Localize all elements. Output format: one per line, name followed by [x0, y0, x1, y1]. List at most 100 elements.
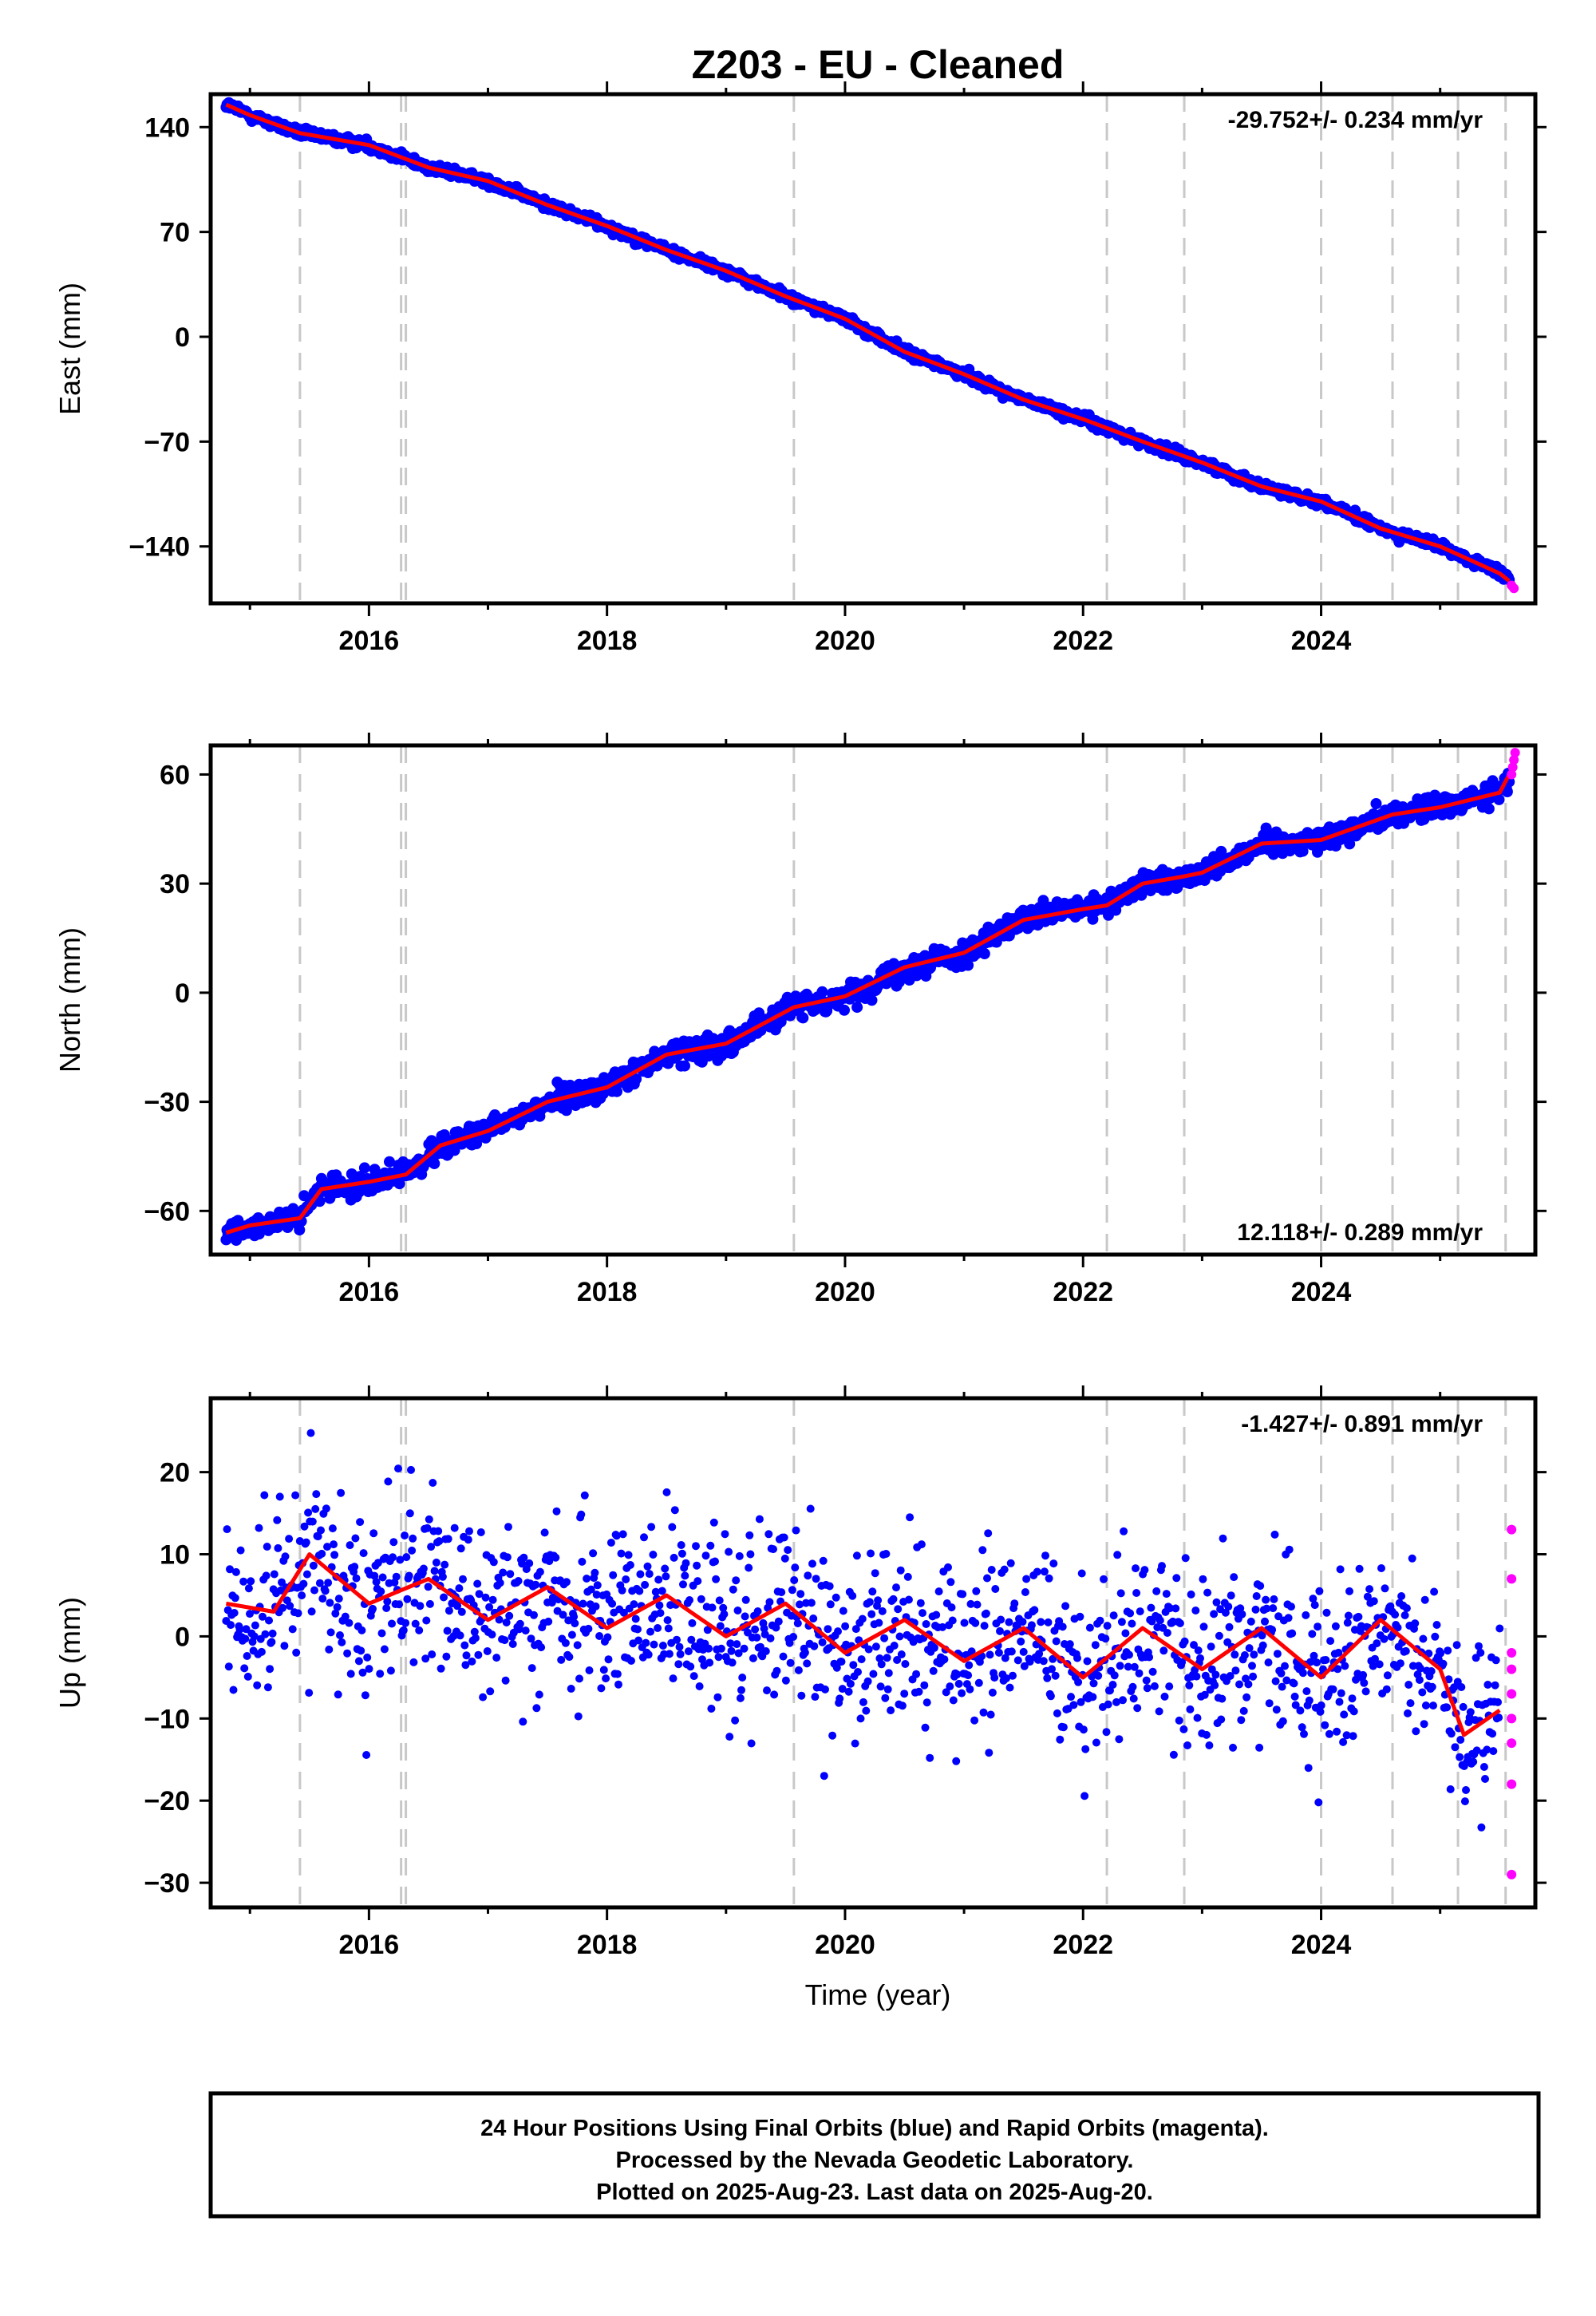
final-point	[1300, 1729, 1308, 1738]
final-point	[792, 1526, 800, 1535]
y-tick-label: 30	[160, 869, 190, 899]
final-point	[1211, 1670, 1220, 1679]
rapid-point	[1507, 1524, 1517, 1535]
final-point	[772, 1666, 781, 1675]
final-point	[1412, 1727, 1420, 1736]
final-point	[791, 1563, 800, 1572]
final-point	[532, 1704, 541, 1713]
final-point	[1175, 1716, 1183, 1725]
final-point	[1296, 1706, 1305, 1715]
final-point	[501, 1676, 510, 1685]
final-point	[1262, 1595, 1270, 1604]
final-point	[972, 1587, 981, 1595]
final-point	[286, 1602, 294, 1611]
final-point	[545, 1557, 554, 1566]
final-point	[1019, 1647, 1028, 1656]
final-point	[1048, 1665, 1056, 1674]
final-point	[865, 1598, 874, 1607]
final-point	[804, 1571, 812, 1580]
final-point	[877, 1660, 886, 1669]
final-point	[306, 1429, 315, 1437]
final-point	[415, 1626, 424, 1634]
final-point	[949, 1696, 958, 1705]
final-point	[403, 1595, 412, 1603]
final-point	[796, 1590, 805, 1599]
final-point	[1495, 1624, 1504, 1633]
final-point	[1284, 1614, 1293, 1622]
final-point	[285, 1535, 294, 1543]
final-point	[1077, 1697, 1085, 1706]
final-point	[1152, 1587, 1161, 1595]
final-point	[308, 1517, 317, 1526]
final-point	[1202, 1730, 1211, 1739]
final-point	[444, 1535, 452, 1543]
final-point	[918, 1609, 926, 1618]
final-point	[606, 1539, 615, 1547]
final-point	[1268, 1626, 1277, 1634]
final-point	[584, 1624, 593, 1633]
final-point	[892, 1583, 900, 1592]
final-point	[734, 1649, 743, 1658]
final-point	[1495, 1713, 1503, 1722]
final-point	[231, 1567, 240, 1576]
final-point	[679, 1580, 687, 1589]
final-point	[1310, 1601, 1319, 1610]
final-point	[583, 1575, 591, 1583]
final-point	[429, 1479, 437, 1487]
final-point	[1501, 786, 1513, 797]
final-point	[1126, 1609, 1135, 1618]
final-point	[930, 1643, 938, 1652]
final-point	[488, 1630, 496, 1639]
final-point	[1315, 1587, 1324, 1595]
final-point	[307, 1607, 316, 1616]
final-point	[991, 1585, 1000, 1593]
final-point	[1429, 1701, 1437, 1710]
final-point	[460, 1641, 469, 1650]
final-point	[1009, 1671, 1017, 1680]
final-point	[1411, 1619, 1420, 1628]
final-point	[330, 1551, 339, 1559]
final-point	[1343, 1618, 1352, 1627]
x-tick-label: 2016	[339, 1930, 400, 1960]
final-point	[761, 1647, 770, 1655]
final-point	[1113, 1551, 1122, 1559]
x-tick-label: 2018	[577, 1930, 638, 1960]
rapid-point	[1507, 1779, 1517, 1789]
final-point	[673, 1635, 681, 1644]
x-tick-label: 2022	[1053, 1930, 1113, 1960]
x-tick-label: 2024	[1291, 1277, 1352, 1307]
x-tick-label: 2020	[815, 626, 875, 656]
final-point	[1100, 1575, 1108, 1583]
final-point	[774, 1617, 783, 1626]
final-point	[1091, 1641, 1100, 1650]
final-point	[1185, 1681, 1194, 1690]
final-point	[1136, 1607, 1144, 1616]
final-point	[1335, 1697, 1344, 1706]
final-point	[1459, 1702, 1468, 1711]
final-point	[622, 1575, 630, 1583]
final-point	[763, 1686, 771, 1695]
final-point	[898, 1701, 907, 1710]
final-point	[1115, 1735, 1124, 1744]
final-point	[948, 1616, 957, 1625]
final-point	[563, 1578, 571, 1587]
final-point	[896, 1566, 905, 1575]
final-point	[280, 1642, 289, 1650]
final-point	[561, 1638, 570, 1647]
final-point	[912, 1670, 921, 1678]
model-fit-line	[225, 773, 1511, 1235]
rate-label: 12.118+/- 0.289 mm/yr	[1237, 1219, 1483, 1246]
final-point	[1285, 1545, 1294, 1554]
final-point	[965, 1661, 974, 1670]
final-point	[1489, 1747, 1498, 1756]
final-point	[346, 1541, 354, 1550]
final-point	[1133, 1704, 1142, 1713]
final-point	[311, 1504, 320, 1513]
final-point	[1246, 1617, 1255, 1626]
plot-area	[211, 94, 1535, 603]
final-point	[808, 1559, 816, 1568]
final-point	[717, 1644, 725, 1653]
x-tick-label: 2020	[815, 1930, 875, 1960]
final-point	[946, 1578, 955, 1587]
